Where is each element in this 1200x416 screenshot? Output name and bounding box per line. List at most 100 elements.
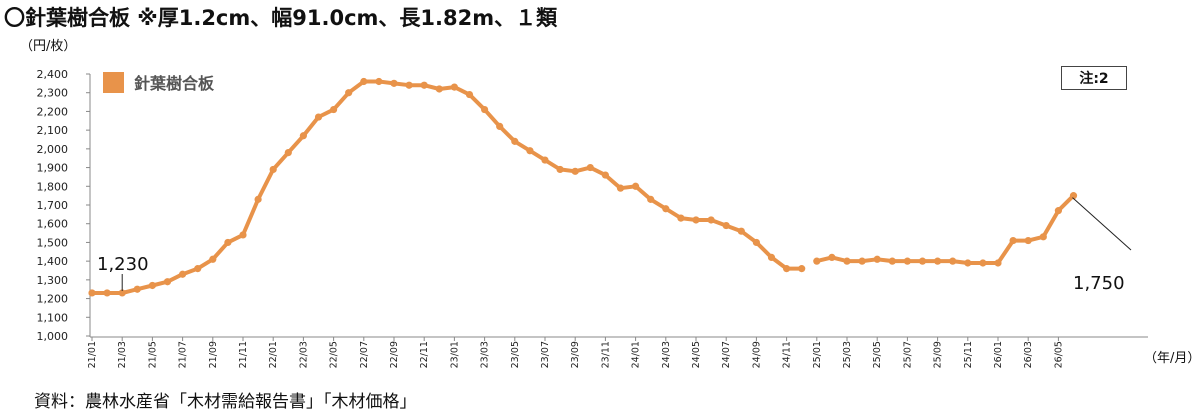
x-tick-label: 24/11 [782, 341, 793, 368]
chart-title: 〇針葉樹合板 ※厚1.2cm、幅91.0cm、長1.82m、１類 [4, 6, 558, 30]
data-point [813, 257, 821, 265]
x-tick-label: 24/01 [631, 341, 642, 368]
data-point [526, 147, 534, 155]
data-point [828, 253, 836, 261]
data-point [314, 113, 323, 121]
data-label-start: 1,230 [97, 254, 149, 275]
data-point [918, 257, 927, 265]
data-point [133, 285, 141, 293]
x-tick-label: 24/07 [721, 341, 732, 368]
data-point [1039, 233, 1047, 241]
data-point [1009, 236, 1017, 245]
series-line-segment [814, 193, 1076, 265]
y-tick-label: 1,400 [37, 255, 69, 268]
data-point [903, 257, 912, 265]
y-tick-label: 2,300 [37, 87, 69, 100]
data-point [511, 137, 519, 145]
data-point [541, 156, 549, 164]
data-point [964, 259, 972, 267]
data-point [647, 195, 655, 203]
data-point [737, 227, 745, 235]
data-point [239, 231, 247, 239]
data-point [571, 167, 579, 175]
data-point [103, 289, 111, 297]
data-point [148, 281, 156, 290]
x-tick-label: 26/01 [993, 341, 1004, 368]
data-point [88, 289, 96, 297]
y-tick-label: 2,100 [37, 124, 69, 137]
data-point [299, 132, 307, 140]
data-point [707, 216, 715, 224]
x-tick-label: 24/09 [751, 341, 762, 368]
data-point [209, 255, 217, 263]
x-tick-label: 21/11 [238, 341, 249, 368]
data-point [783, 265, 791, 273]
x-tick-label: 21/05 [147, 341, 158, 368]
data-point [481, 105, 489, 114]
data-point [254, 195, 262, 203]
x-tick-label: 23/11 [600, 341, 611, 368]
data-point [632, 182, 640, 190]
data-point [118, 289, 126, 297]
data-point [390, 79, 398, 87]
data-point [662, 205, 670, 213]
data-point [465, 90, 474, 99]
data-point [692, 216, 700, 224]
y-tick-label: 1,700 [37, 199, 69, 212]
x-tick-label: 22/01 [268, 341, 279, 368]
data-point [752, 238, 761, 247]
data-point [934, 257, 942, 265]
x-tick-label: 23/01 [449, 341, 460, 368]
data-point [345, 89, 353, 97]
data-point [616, 184, 625, 192]
y-axis-unit: （円/枚） [20, 39, 76, 54]
x-tick-label: 25/03 [842, 341, 853, 368]
data-point [586, 163, 594, 172]
data-point [677, 214, 685, 222]
x-tick-label: 26/05 [1053, 341, 1064, 368]
x-tick-label: 25/05 [872, 341, 883, 368]
legend-swatch [103, 72, 124, 93]
data-point [1024, 236, 1032, 245]
data-point [798, 265, 806, 273]
y-tick-label: 2,400 [37, 68, 69, 81]
y-tick-label: 1,100 [37, 311, 69, 324]
y-tick-label: 1,500 [37, 236, 69, 249]
x-tick-label: 25/01 [812, 341, 823, 368]
data-point [496, 122, 504, 130]
data-point [179, 270, 187, 278]
x-tick-label: 24/05 [691, 341, 702, 368]
data-point [405, 81, 413, 89]
data-point [435, 85, 443, 93]
x-axis-unit: （年/月） [1144, 351, 1200, 366]
data-point [1069, 192, 1078, 200]
series-line-segment [90, 79, 804, 295]
note-badge: 注:2 [1061, 66, 1127, 90]
y-tick-label: 1,000 [37, 330, 69, 343]
x-tick-label: 21/07 [178, 341, 189, 368]
data-point [224, 238, 232, 247]
x-tick-label: 22/07 [359, 341, 370, 368]
data-point [556, 165, 564, 174]
data-point [330, 105, 338, 114]
data-point [375, 77, 383, 86]
data-point [269, 165, 277, 174]
x-tick-label: 25/07 [902, 341, 913, 368]
source-note: 資料：農林水産省「木材需給報告書」「木材価格」 [34, 392, 417, 412]
x-tick-label: 22/09 [389, 341, 400, 368]
data-point [722, 221, 730, 230]
x-tick-label: 26/03 [1023, 341, 1034, 368]
data-point [194, 265, 202, 273]
data-point [360, 77, 368, 86]
y-tick-label: 2,000 [37, 143, 69, 156]
data-point [858, 257, 866, 265]
data-point [1054, 207, 1062, 215]
legend-label: 針葉樹合板 [134, 74, 215, 93]
data-point [979, 259, 987, 267]
y-tick-label: 1,300 [37, 274, 69, 287]
x-tick-label: 21/03 [117, 341, 128, 368]
x-tick-label: 23/07 [540, 341, 551, 368]
y-tick-label: 1,800 [37, 180, 69, 193]
y-tick-label: 1,900 [37, 162, 69, 175]
data-point [163, 278, 172, 286]
